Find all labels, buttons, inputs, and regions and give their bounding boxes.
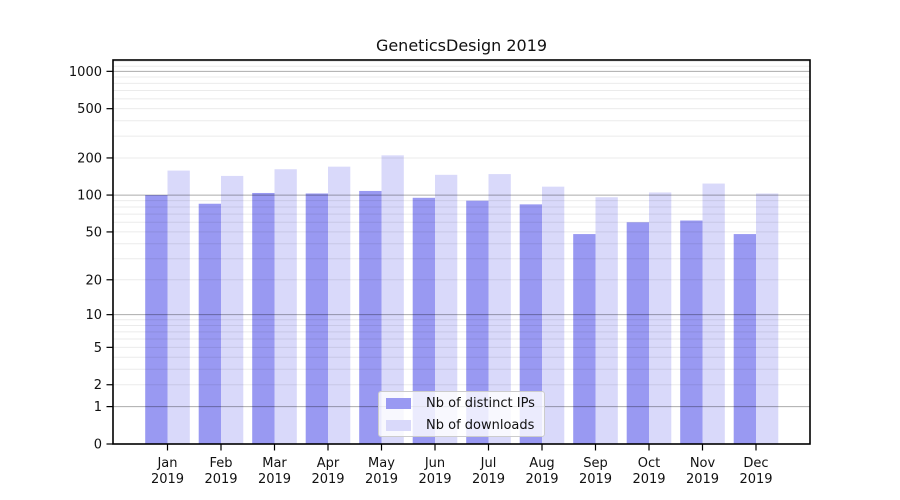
plot-border <box>112 59 811 445</box>
bar-downloads-dec <box>756 193 779 444</box>
legend-label-distinct-ips: Nb of distinct IPs <box>426 395 535 411</box>
y-tick-label-20: 20 <box>85 273 102 288</box>
x-tick-label-year-may: 2019 <box>365 472 398 487</box>
y-tick-label-100: 100 <box>77 189 102 204</box>
y-tick-label-200: 200 <box>77 151 102 166</box>
downloads-color-swatch <box>386 419 411 431</box>
x-tick-label-month-aug: Aug <box>529 456 554 471</box>
x-tick-label-year-nov: 2019 <box>686 472 719 487</box>
bar-downloads-feb <box>221 175 244 444</box>
bar-ips-dec <box>733 234 756 444</box>
bar-ips-oct <box>626 222 649 444</box>
x-tick-label-month-jan: Jan <box>156 456 177 471</box>
x-tick-label-month-mar: Mar <box>262 456 287 471</box>
x-tick-label-month-feb: Feb <box>209 456 232 471</box>
x-tick-label-year-jun: 2019 <box>418 472 451 487</box>
x-tick-label-month-nov: Nov <box>690 456 716 471</box>
y-tick-label-1000: 1000 <box>69 65 102 80</box>
y-tick-label-500: 500 <box>77 102 102 117</box>
x-tick-label-year-mar: 2019 <box>258 472 291 487</box>
bar-ips-apr <box>305 193 328 444</box>
x-tick-label-month-may: May <box>368 456 395 471</box>
legend-item-distinct-ips: Nb of distinct IPs <box>386 396 544 411</box>
bar-downloads-aug <box>542 186 565 445</box>
x-tick-label-year-sep: 2019 <box>579 472 612 487</box>
bar-downloads-nov <box>702 183 725 444</box>
bar-downloads-mar <box>274 169 297 445</box>
y-tick-label-10: 10 <box>85 308 102 323</box>
bar-ips-mar <box>252 192 275 444</box>
bar-ips-aug <box>519 204 542 444</box>
x-tick-label-year-apr: 2019 <box>311 472 344 487</box>
bar-ips-jun <box>412 197 435 444</box>
legend: Nb of distinct IPs Nb of downloads <box>378 391 545 437</box>
bar-ips-feb <box>198 203 221 444</box>
bar-downloads-jan <box>167 170 190 444</box>
bar-downloads-apr <box>328 166 351 445</box>
x-tick-label-month-dec: Dec <box>743 456 768 471</box>
x-tick-label-month-sep: Sep <box>583 456 608 471</box>
x-tick-label-year-dec: 2019 <box>739 472 772 487</box>
bar-ips-may <box>359 190 382 444</box>
x-tick-label-year-aug: 2019 <box>525 472 558 487</box>
bar-ips-sep <box>573 234 596 444</box>
bar-downloads-oct <box>649 192 672 444</box>
x-tick-label-year-jan: 2019 <box>151 472 184 487</box>
y-tick-label-5: 5 <box>94 341 102 356</box>
y-tick-label-0: 0 <box>94 438 102 453</box>
x-tick-label-month-oct: Oct <box>638 456 660 471</box>
ips-color-swatch <box>386 397 411 409</box>
x-tick-label-year-oct: 2019 <box>632 472 665 487</box>
x-tick-label-month-jul: Jul <box>480 456 497 471</box>
x-tick-label-year-feb: 2019 <box>204 472 237 487</box>
y-tick-label-1: 1 <box>94 400 102 415</box>
bar-ips-nov <box>680 220 703 444</box>
x-tick-label-year-jul: 2019 <box>472 472 505 487</box>
legend-label-downloads: Nb of downloads <box>426 417 535 433</box>
x-tick-label-month-apr: Apr <box>317 456 340 471</box>
x-tick-label-month-jun: Jun <box>424 456 445 471</box>
bar-downloads-jun <box>435 174 458 444</box>
legend-item-downloads: Nb of downloads <box>386 418 544 433</box>
bar-ips-jul <box>466 200 489 444</box>
bar-downloads-may <box>381 155 404 445</box>
y-tick-label-50: 50 <box>85 225 102 240</box>
bar-downloads-sep <box>595 197 618 444</box>
y-tick-label-2: 2 <box>94 378 102 393</box>
chart-title: GeneticsDesign 2019 <box>375 36 548 55</box>
bar-downloads-jul <box>488 174 511 444</box>
bar-ips-jan <box>145 195 168 444</box>
